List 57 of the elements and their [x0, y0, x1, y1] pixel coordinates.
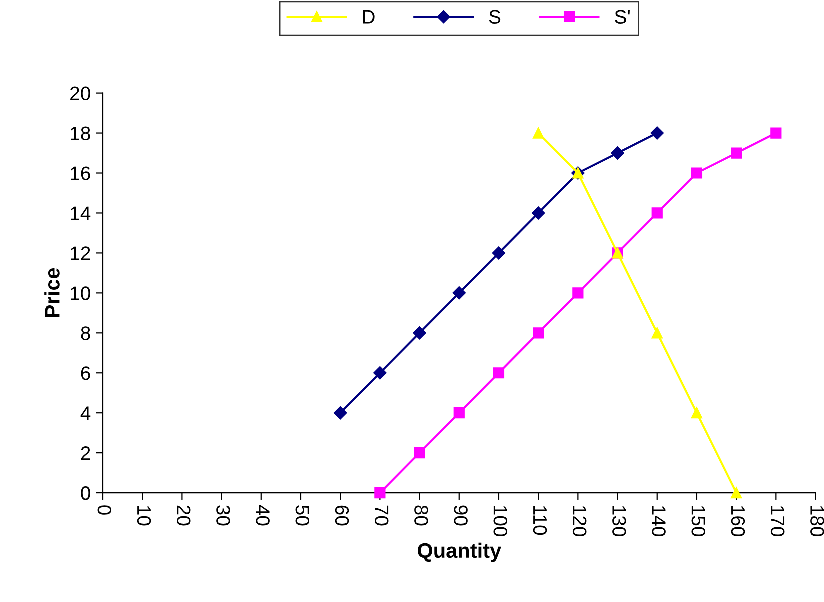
- x-tick-label: 180: [810, 506, 824, 537]
- y-tick-label: 2: [81, 446, 90, 460]
- y-tick-label: 8: [81, 326, 90, 340]
- x-tick-label: 90: [454, 506, 468, 526]
- y-tick-label: 12: [71, 246, 90, 260]
- point: [572, 288, 584, 299]
- point: [731, 487, 742, 499]
- point: [731, 148, 742, 159]
- y-axis-title: Price: [44, 268, 60, 318]
- point: [691, 168, 703, 179]
- legend-label: D: [363, 10, 375, 24]
- point: [533, 128, 544, 139]
- point: [652, 328, 663, 339]
- y-tick-label: 10: [71, 286, 90, 300]
- x-tick-label: 110: [533, 506, 548, 536]
- x-tick-label: 30: [216, 506, 230, 526]
- y-tick-label: 18: [71, 126, 90, 141]
- y-tick-label: 20: [70, 86, 90, 101]
- point: [452, 286, 466, 300]
- point: [492, 246, 506, 260]
- x-tick-label: 150: [692, 506, 706, 537]
- point: [414, 448, 426, 459]
- point: [533, 328, 544, 339]
- point: [650, 126, 664, 140]
- x-axis-title: Quantity: [418, 542, 502, 562]
- x-tick-label: 170: [770, 506, 785, 537]
- point: [374, 366, 387, 380]
- y-tick-label: 14: [71, 206, 91, 220]
- x-tick-label: 120: [572, 506, 587, 537]
- point: [493, 368, 505, 379]
- x-tick-label: 60: [335, 506, 350, 526]
- x-tick-label: 50: [296, 506, 310, 526]
- point: [691, 408, 703, 419]
- x-tick-label: 80: [414, 506, 428, 526]
- legend-label: S': [615, 10, 630, 24]
- point: [413, 326, 426, 340]
- legend-label: S: [489, 10, 501, 24]
- point: [454, 408, 465, 419]
- x-tick-label: 100: [494, 506, 508, 537]
- x-tick-label: 160: [731, 506, 746, 537]
- point: [532, 206, 546, 220]
- x-tick-label: 130: [612, 506, 626, 537]
- x-tick-label: 0: [98, 506, 112, 515]
- x-tick-label: 140: [652, 506, 666, 537]
- point: [374, 487, 386, 499]
- x-tick-label: 20: [176, 506, 191, 526]
- x-tick-label: 10: [137, 506, 152, 526]
- x-tick-label: 70: [374, 506, 389, 526]
- x-tick-label: 40: [256, 505, 270, 526]
- y-tick-label: 0: [81, 486, 90, 500]
- y-tick-label: 16: [71, 166, 90, 180]
- y-tick-label: 6: [81, 366, 90, 380]
- y-tick-label: 4: [80, 406, 91, 420]
- point: [770, 128, 782, 139]
- point: [334, 406, 348, 420]
- point: [652, 208, 663, 219]
- point: [611, 146, 624, 160]
